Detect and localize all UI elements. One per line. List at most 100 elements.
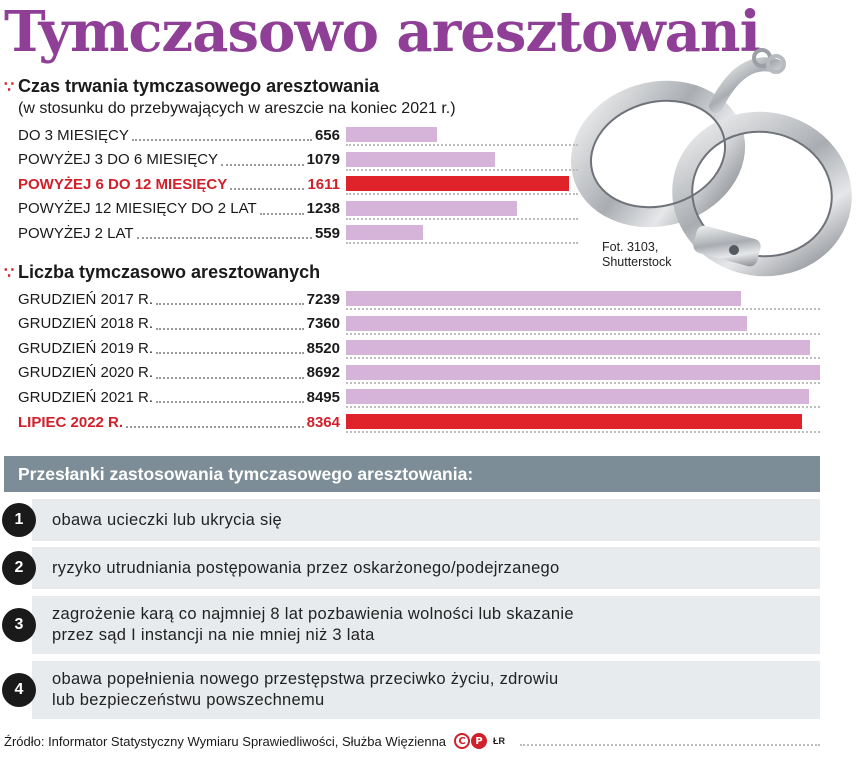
bar bbox=[346, 364, 820, 380]
leader-dots bbox=[156, 376, 304, 379]
bar bbox=[346, 151, 495, 167]
category-label: POWYŻEJ 3 DO 6 MIESIĘCY bbox=[18, 151, 219, 168]
page-title: Tymczasowo aresztowani bbox=[4, 0, 761, 65]
value-label: 1238 bbox=[306, 200, 340, 217]
chart-row: GRUDZIEŃ 2019 R. 8520 bbox=[18, 337, 340, 359]
value-label: 8364 bbox=[306, 413, 340, 431]
category-label: GRUDZIEŃ 2021 R. bbox=[18, 388, 154, 406]
category-label: GRUDZIEŃ 2018 R. bbox=[18, 315, 154, 333]
premise-line: obawa ucieczki lub ukrycia się bbox=[52, 510, 283, 529]
bar-track bbox=[346, 173, 578, 195]
category-label: GRUDZIEŃ 2020 R. bbox=[18, 364, 154, 382]
duration-chart-title-text: Czas trwania tymczasowego aresztowania bbox=[18, 76, 380, 96]
bar bbox=[346, 200, 517, 216]
premise-number: 4 bbox=[2, 673, 36, 707]
value-label: 8495 bbox=[306, 388, 340, 406]
chart-row: POWYŻEJ 6 DO 12 MIESIĘCY 1611 bbox=[18, 173, 340, 195]
handcuffs-photo bbox=[570, 48, 852, 277]
leader-dots bbox=[156, 401, 304, 404]
bar bbox=[346, 340, 810, 356]
leader-dots bbox=[259, 212, 304, 215]
value-label: 7360 bbox=[306, 315, 340, 333]
chart-row: GRUDZIEŃ 2018 R. 7360 bbox=[18, 313, 340, 335]
leader-dots bbox=[131, 139, 312, 141]
chart-row: GRUDZIEŃ 2021 R. 8495 bbox=[18, 386, 340, 408]
premise-item: zagrożenie karą co najmniej 8 lat pozbaw… bbox=[32, 596, 820, 654]
category-label: LIPIEC 2022 R. bbox=[18, 413, 124, 431]
bar-track bbox=[346, 149, 578, 171]
source-line: Źródło: Informator Statystyczny Wymiaru … bbox=[4, 733, 505, 749]
chart-row: GRUDZIEŃ 2017 R. 7239 bbox=[18, 288, 340, 310]
premise-line: obawa popełnienia nowego przestępstwa pr… bbox=[52, 670, 559, 688]
premise-item: obawa ucieczki lub ukrycia się bbox=[32, 499, 820, 541]
bullet-icon: ∵ bbox=[4, 78, 15, 96]
author-initials: ŁR bbox=[493, 736, 506, 746]
logo-letter: P bbox=[471, 733, 488, 749]
premise-text: obawa ucieczki lub ukrycia się bbox=[52, 510, 282, 531]
bar bbox=[346, 291, 741, 306]
chart-row: POWYŻEJ 3 DO 6 MIESIĘCY 1079 bbox=[18, 149, 340, 171]
premise-number: 2 bbox=[2, 551, 36, 585]
category-label: GRUDZIEŃ 2017 R. bbox=[18, 290, 154, 308]
chart-row: LIPIEC 2022 R. 8364 bbox=[18, 411, 340, 433]
leader-dots bbox=[156, 327, 304, 330]
leader-dots bbox=[156, 352, 304, 355]
value-label: 656 bbox=[314, 126, 340, 144]
premise-line: ryzyko utrudniania postępowania przez os… bbox=[52, 558, 560, 577]
value-label: 559 bbox=[314, 224, 340, 242]
bar bbox=[346, 389, 809, 405]
category-label: POWYŻEJ 12 MIESIĘCY DO 2 LAT bbox=[18, 200, 257, 217]
photo-credit-line: Fot. 3103, bbox=[602, 240, 659, 254]
leader-dots bbox=[230, 188, 305, 190]
bar bbox=[346, 315, 747, 331]
bar-track bbox=[346, 386, 820, 409]
value-label: 8520 bbox=[306, 339, 340, 357]
premise-line: zagrożenie karą co najmniej 8 lat pozbaw… bbox=[52, 605, 574, 623]
duration-chart-title: ∵ Czas trwania tymczasowego aresztowania bbox=[4, 76, 379, 97]
source-text: Źródło: Informator Statystyczny Wymiaru … bbox=[4, 733, 447, 749]
bar-track bbox=[346, 337, 820, 360]
bar-track bbox=[346, 124, 578, 146]
premise-line: lub bezpieczeństwu powszechnemu bbox=[52, 691, 325, 709]
category-label: POWYŻEJ 6 DO 12 MIESIĘCY bbox=[18, 175, 228, 193]
leader-dots bbox=[156, 303, 304, 305]
leader-dots bbox=[221, 163, 304, 166]
photo-credit-line: Shutterstock bbox=[602, 255, 672, 269]
premise-text: zagrożenie karą co najmniej 8 lat pozbaw… bbox=[52, 604, 574, 646]
bar-track bbox=[346, 198, 578, 220]
premise-text: ryzyko utrudniania postępowania przez os… bbox=[52, 558, 560, 579]
bar-track bbox=[346, 288, 820, 310]
bar bbox=[346, 414, 802, 429]
premise-line: przez sąd I instancji na nie mniej niż 3… bbox=[52, 626, 375, 644]
chart-row: DO 3 MIESIĘCY 656 bbox=[18, 124, 340, 146]
leader-dots bbox=[136, 237, 312, 239]
value-label: 1079 bbox=[306, 151, 340, 168]
bar-track bbox=[346, 313, 820, 335]
premise-item: obawa popełnienia nowego przestępstwa pr… bbox=[32, 661, 820, 719]
category-label: DO 3 MIESIĘCY bbox=[18, 126, 129, 144]
premise-number: 3 bbox=[2, 608, 36, 642]
value-label: 1611 bbox=[307, 175, 340, 193]
category-label: POWYŻEJ 2 LAT bbox=[18, 224, 134, 242]
value-label: 7239 bbox=[306, 290, 340, 308]
premise-item: ryzyko utrudniania postępowania przez os… bbox=[32, 547, 820, 589]
bullet-icon: ∵ bbox=[4, 264, 15, 282]
bar bbox=[346, 176, 569, 191]
source-divider bbox=[520, 744, 820, 746]
leader-dots bbox=[126, 426, 304, 428]
premise-number: 1 bbox=[2, 503, 36, 537]
chart-row: GRUDZIEŃ 2020 R. 8692 bbox=[18, 362, 340, 384]
category-label: GRUDZIEŃ 2019 R. bbox=[18, 339, 154, 357]
bar-track bbox=[346, 222, 578, 244]
bar-track bbox=[346, 362, 820, 384]
premise-text: obawa popełnienia nowego przestępstwa pr… bbox=[52, 669, 559, 711]
duration-chart-subtitle: (w stosunku do przebywających w areszcie… bbox=[18, 100, 456, 117]
bar bbox=[346, 127, 437, 142]
bar-track bbox=[346, 411, 820, 433]
photo-credit: Fot. 3103, Shutterstock bbox=[602, 240, 671, 270]
value-label: 8692 bbox=[306, 364, 340, 382]
bar bbox=[346, 225, 423, 240]
count-chart-title-text: Liczba tymczasowo aresztowanych bbox=[18, 262, 321, 282]
publisher-logo: C P ŁR bbox=[454, 733, 505, 749]
premises-heading: Przesłanki zastosowania tymczasowego are… bbox=[4, 456, 820, 492]
